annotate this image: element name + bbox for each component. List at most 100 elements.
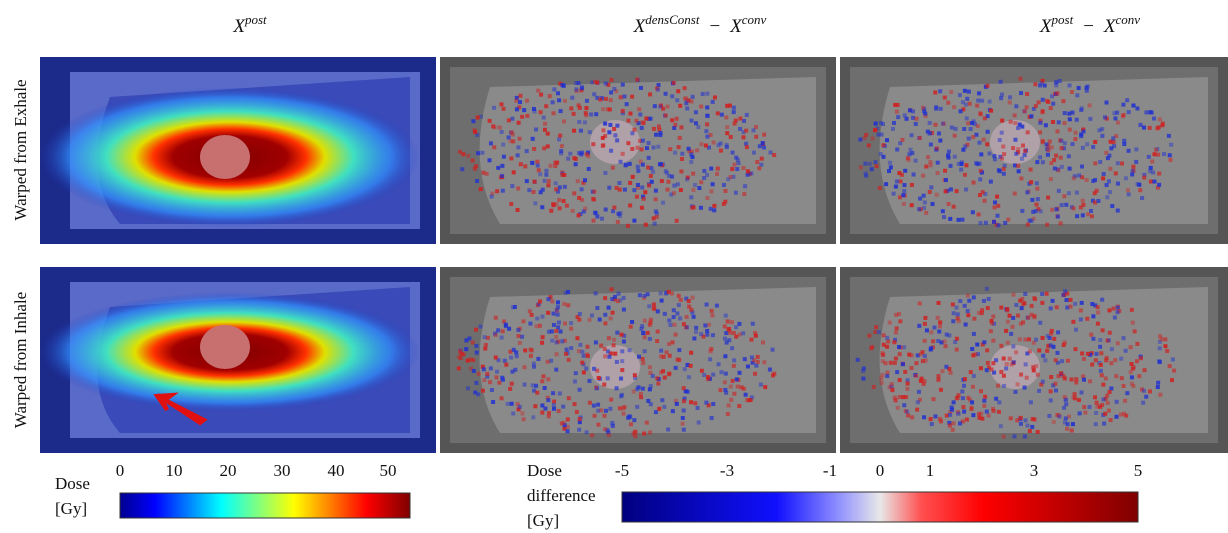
diff-voxel (982, 199, 986, 203)
diff-voxel (672, 308, 676, 312)
diff-voxel (771, 373, 775, 377)
diff-voxel (1072, 176, 1076, 180)
diff-voxel (603, 313, 607, 317)
diff-voxel (1081, 199, 1085, 203)
diff-voxel (1023, 149, 1027, 153)
diff-voxel (1023, 435, 1027, 439)
diff-voxel (471, 119, 475, 123)
diff-voxel (607, 186, 611, 190)
diff-voxel (1034, 209, 1038, 213)
diff-voxel (1148, 110, 1152, 114)
diff-voxel (1035, 181, 1039, 185)
diff-voxel (642, 197, 646, 201)
image-panel (440, 267, 836, 453)
diff-voxel (556, 325, 560, 329)
diff-voxel (557, 198, 561, 202)
diff-voxel (892, 121, 896, 125)
diff-voxel (675, 402, 679, 406)
diff-voxel (903, 113, 907, 117)
diff-voxel (972, 332, 976, 336)
diff-voxel (682, 409, 686, 413)
diff-voxel (579, 129, 583, 133)
diff-voxel (495, 370, 499, 374)
diff-voxel (955, 348, 959, 352)
diff-voxel (512, 170, 516, 174)
diff-voxel (1045, 99, 1049, 103)
diff-voxel (539, 110, 543, 114)
diff-voxel (1008, 357, 1012, 361)
diff-voxel (712, 141, 716, 145)
diff-voxel (1169, 143, 1173, 147)
diff-voxel (1041, 380, 1045, 384)
diff-voxel (554, 202, 558, 206)
diff-voxel (1158, 346, 1162, 350)
diff-voxel (734, 119, 738, 123)
diff-voxel (664, 113, 668, 117)
diff-voxel (711, 100, 715, 104)
diff-voxel (520, 335, 524, 339)
diff-voxel (1063, 111, 1067, 115)
diff-voxel (1054, 207, 1058, 211)
diff-voxel (528, 322, 532, 326)
diff-voxel (1116, 341, 1120, 345)
diff-voxel (615, 386, 619, 390)
diff-voxel (962, 127, 966, 131)
diff-voxel (546, 297, 550, 301)
diff-voxel (1040, 301, 1044, 305)
colorbar-label: Dose (55, 474, 90, 493)
diff-voxel (1081, 146, 1085, 150)
diff-voxel (1020, 297, 1024, 301)
diff-voxel (1002, 172, 1006, 176)
diff-voxel (910, 203, 914, 207)
diff-voxel (498, 126, 502, 130)
diff-voxel (653, 222, 657, 226)
diff-voxel (622, 340, 626, 344)
diff-voxel (976, 99, 980, 103)
tumor (990, 120, 1040, 164)
diff-voxel (945, 333, 949, 337)
diff-voxel (656, 145, 660, 149)
diff-voxel (712, 204, 716, 208)
diff-voxel (1144, 110, 1148, 114)
diff-voxel (962, 410, 966, 414)
diff-voxel (742, 192, 746, 196)
diff-voxel (576, 179, 580, 183)
diff-voxel (675, 311, 679, 315)
diff-voxel (482, 378, 486, 382)
diff-voxel (1051, 299, 1055, 303)
diff-voxel (704, 401, 708, 405)
diff-voxel (1049, 106, 1053, 110)
diff-voxel (726, 319, 730, 323)
diff-voxel (947, 202, 951, 206)
diff-voxel (566, 290, 570, 294)
diff-voxel (1029, 180, 1033, 184)
diff-voxel (734, 191, 738, 195)
diff-voxel (643, 349, 647, 353)
diff-voxel (535, 324, 539, 328)
diff-voxel (592, 92, 596, 96)
diff-voxel (931, 339, 935, 343)
diff-voxel (1054, 83, 1058, 87)
diff-voxel (467, 336, 471, 340)
diff-voxel (603, 122, 607, 126)
diff-voxel (724, 372, 728, 376)
diff-voxel (585, 353, 589, 357)
diff-voxel (1094, 422, 1098, 426)
diff-voxel (1049, 398, 1053, 402)
diff-voxel (685, 177, 689, 181)
diff-voxel (1067, 112, 1071, 116)
diff-voxel (578, 388, 582, 392)
diff-voxel (951, 421, 955, 425)
diff-voxel (902, 345, 906, 349)
diff-voxel (1080, 390, 1084, 394)
diff-voxel (999, 80, 1003, 84)
diff-voxel (580, 187, 584, 191)
diff-voxel (635, 405, 639, 409)
diff-voxel (1023, 338, 1027, 342)
diff-voxel (896, 406, 900, 410)
diff-voxel (859, 165, 863, 169)
diff-voxel (522, 319, 526, 323)
diff-voxel (483, 335, 487, 339)
diff-voxel (893, 103, 897, 107)
diff-voxel (699, 104, 703, 108)
